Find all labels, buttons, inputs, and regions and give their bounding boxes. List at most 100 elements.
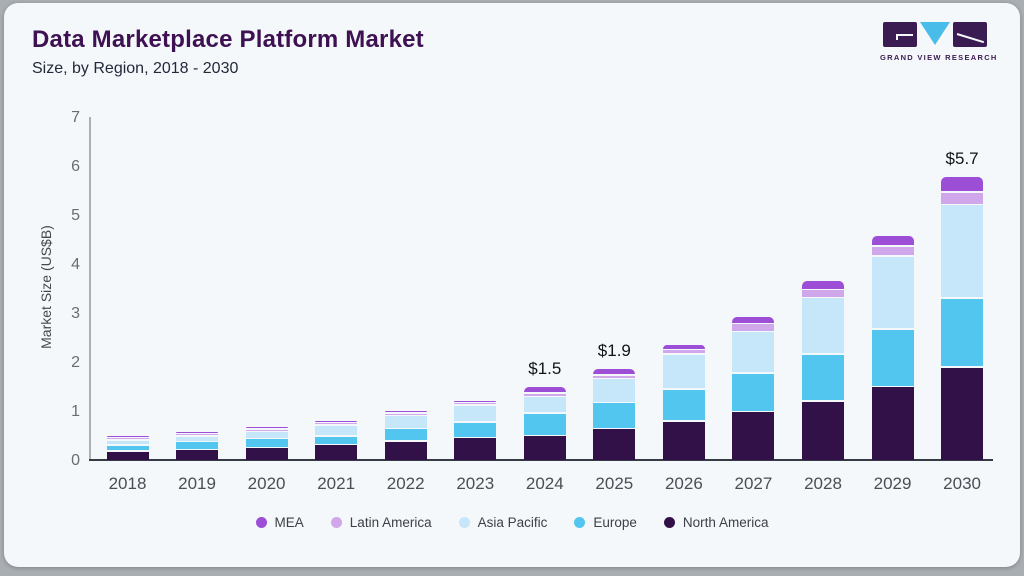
- bar-segment-latin-america: [871, 246, 914, 256]
- brand-name: GRAND VIEW RESEARCH: [880, 53, 998, 62]
- chart-card: [4, 3, 1020, 567]
- bar-segment-latin-america: [941, 192, 984, 204]
- bar-segment-latin-america: [176, 434, 219, 435]
- bar-segment-europe: [454, 422, 497, 437]
- page-title: Data Marketplace Platform Market: [32, 26, 424, 53]
- bar-segment-mea: [593, 368, 636, 375]
- page-subtitle: Size, by Region, 2018 - 2030: [32, 60, 239, 77]
- bar-segment-north-america: [384, 441, 427, 460]
- bar-segment-asia-pacific: [662, 354, 705, 389]
- bar-segment-asia-pacific: [106, 440, 149, 445]
- bar-segment-latin-america: [802, 290, 844, 297]
- bar-stack-2020: [245, 427, 288, 460]
- bar-segment-north-america: [106, 451, 149, 460]
- bar-segment-latin-america: [593, 375, 636, 378]
- bar-segment-latin-america: [384, 413, 427, 415]
- y-axis-line: [89, 117, 91, 461]
- x-axis-tick-label: 2025: [595, 474, 634, 493]
- logo-g-block-icon: [883, 22, 917, 47]
- bar-stack-2027: [732, 316, 775, 460]
- logo-r-block-icon: [953, 22, 987, 47]
- legend-dot-icon: [330, 517, 342, 528]
- bar-stack-2030: [941, 177, 984, 460]
- bar-segment-north-america: [593, 429, 636, 460]
- bar-segment-mea: [802, 281, 844, 289]
- bar-segment-north-america: [523, 436, 566, 460]
- bar-segment-asia-pacific: [315, 425, 358, 435]
- x-axis-tick-label: 2030: [943, 474, 981, 493]
- bar-stack-2029: [871, 235, 914, 460]
- bar-segment-latin-america: [245, 429, 288, 431]
- x-axis-tick-label: 2028: [804, 474, 842, 493]
- legend-label: Europe: [593, 515, 637, 530]
- bar-segment-north-america: [941, 367, 984, 460]
- bar-stack-2023: [454, 400, 497, 460]
- x-axis-tick-label: 2022: [386, 474, 425, 493]
- bar-segment-latin-america: [732, 324, 775, 331]
- bar-segment-europe: [662, 389, 705, 421]
- bar-segment-europe: [732, 373, 775, 411]
- bar-segment-asia-pacific: [176, 436, 219, 441]
- bar-segment-latin-america: [315, 423, 358, 425]
- legend-dot-icon: [458, 517, 470, 528]
- legend-item-europe: Europe: [574, 515, 637, 530]
- legend-dot-icon: [663, 517, 675, 528]
- bar-segment-north-america: [245, 448, 288, 460]
- bar-value-label: $1.9: [597, 340, 631, 360]
- legend-item-north-america: North America: [663, 515, 769, 530]
- y-axis-tick-label: 2: [71, 354, 80, 371]
- bar-segment-latin-america: [662, 350, 705, 354]
- legend-label: North America: [682, 515, 769, 530]
- x-axis-tick-label: 2021: [317, 474, 356, 493]
- bar-segment-europe: [245, 439, 288, 447]
- bar-segment-north-america: [454, 438, 497, 460]
- x-axis-tick-label: 2020: [247, 474, 286, 493]
- y-axis-tick-label: 0: [71, 452, 80, 469]
- bar-segment-asia-pacific: [523, 397, 566, 413]
- bar-segment-north-america: [871, 387, 914, 460]
- y-axis-tick-label: 3: [71, 305, 80, 322]
- legend-item-asia-pacific: Asia Pacific: [458, 515, 547, 530]
- x-axis-tick-label: 2029: [873, 474, 912, 493]
- bar-segment-mea: [523, 386, 566, 393]
- bar-segment-asia-pacific: [593, 379, 636, 402]
- gvr-logo: GRAND VIEW RESEARCH: [880, 22, 998, 62]
- bar-segment-north-america: [315, 445, 358, 460]
- bar-segment-mea: [384, 411, 427, 413]
- bar-segment-north-america: [662, 421, 705, 460]
- y-axis-tick-label: 1: [71, 403, 80, 420]
- bar-segment-europe: [802, 354, 844, 401]
- x-axis-tick-label: 2024: [525, 474, 564, 493]
- bar-segment-mea: [315, 420, 358, 422]
- bar-value-label: $5.7: [945, 149, 979, 169]
- x-axis-tick-label: 2019: [178, 474, 216, 493]
- bar-segment-mea: [662, 345, 705, 349]
- legend-label: Latin America: [349, 515, 432, 530]
- bar-stack-2019: [176, 431, 219, 460]
- bar-segment-mea: [732, 316, 775, 323]
- bar-segment-latin-america: [454, 403, 497, 405]
- bar-segment-europe: [106, 445, 149, 451]
- bar-segment-europe: [523, 413, 566, 435]
- y-axis-tick-label: 4: [71, 256, 80, 273]
- y-axis-title: Market Size (US$B): [38, 225, 54, 349]
- bar-segment-north-america: [732, 412, 775, 460]
- chart-legend: MEA Latin America Asia Pacific Europe North …: [0, 515, 1024, 530]
- bar-segment-latin-america: [106, 438, 149, 440]
- legend-item-mea: MEA: [255, 515, 304, 530]
- bar-segment-mea: [106, 435, 149, 437]
- bar-segment-europe: [941, 298, 984, 367]
- bar-segment-north-america: [802, 401, 844, 460]
- bar-segment-europe: [593, 403, 636, 428]
- bar-segment-mea: [454, 400, 497, 402]
- y-axis-tick-label: 6: [71, 158, 80, 175]
- bar-segment-europe: [176, 442, 219, 449]
- bar-stack-2021: [315, 420, 358, 460]
- x-axis-tick-label: 2026: [664, 474, 703, 493]
- legend-label: MEA: [274, 515, 304, 530]
- bar-segment-mea: [871, 235, 914, 246]
- x-axis-tick-label: 2018: [108, 474, 147, 493]
- x-axis-tick-label: 2023: [456, 474, 495, 493]
